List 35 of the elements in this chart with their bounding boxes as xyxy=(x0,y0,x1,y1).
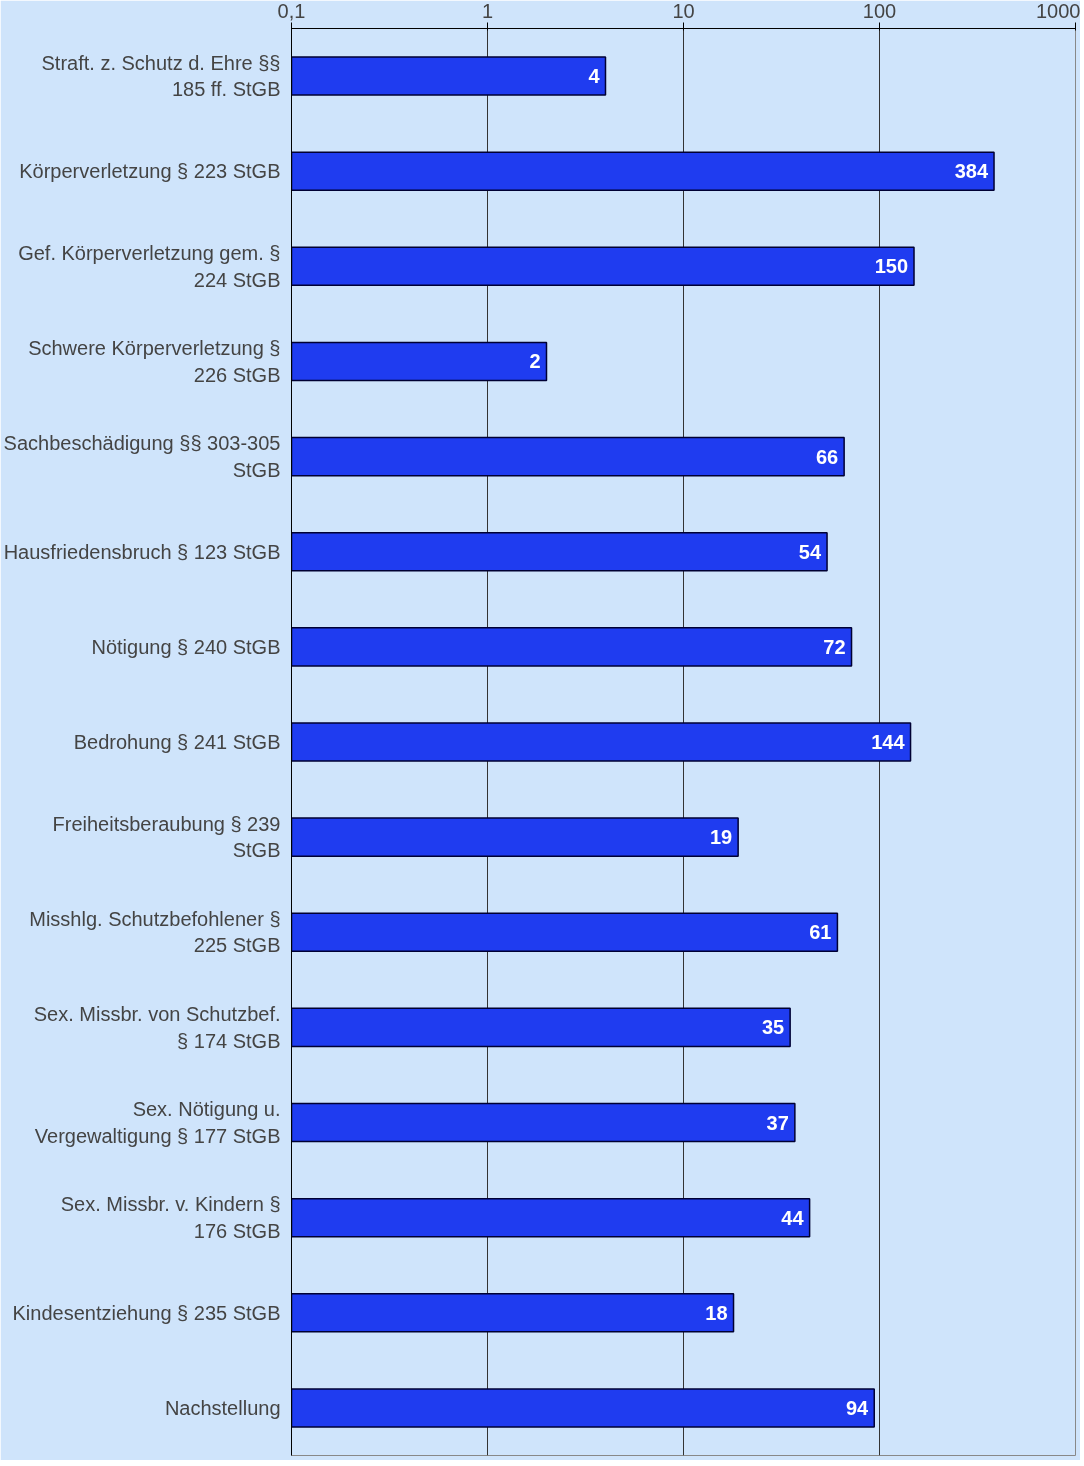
y-tick-label: Sex. Missbr. v. Kindern § 176 StGB xyxy=(60,1193,281,1242)
data-label: 44 xyxy=(781,1206,805,1229)
y-tick-label: Nötigung § 240 StGB xyxy=(91,635,281,658)
y-tick-label: Straft. z. Schutz d. Ehre §§ 185 ff. StGB xyxy=(41,51,281,101)
y-tick-label: Sachbeschädigung §§ 303-305 StGB xyxy=(3,432,281,481)
y-tick-label: Hausfriedensbruch § 123 StGB xyxy=(3,540,281,563)
data-label: 72 xyxy=(823,635,846,658)
data-label: 37 xyxy=(766,1111,789,1134)
y-tick-label: Gef. Körperverletzung gem. § 224 StGB xyxy=(18,242,281,291)
x-tick-label: 0,1 xyxy=(277,0,306,22)
y-tick-label: Bedrohung § 241 StGB xyxy=(73,731,281,753)
data-label: 150 xyxy=(874,255,909,278)
data-label: 61 xyxy=(809,921,832,944)
x-tick-label: 100 xyxy=(862,0,897,22)
y-tick-label: Sex. Nötigung u. Vergewaltigung § 177 StGB xyxy=(34,1098,281,1147)
y-tick-label: Sex. Missbr. von Schutzbef. § 174 StGB xyxy=(33,1003,281,1052)
data-label: 94 xyxy=(845,1396,870,1419)
data-label: 144 xyxy=(871,731,906,753)
x-tick-label: 1000 xyxy=(1036,0,1081,22)
y-tick-label: Schwere Körperverletzung § 226 StGB xyxy=(28,337,281,386)
y-tick-label: Nachstellung xyxy=(164,1396,281,1419)
y-tick-label: Misshlg. Schutzbefohlener § 225 StGB xyxy=(29,908,281,957)
data-label: 66 xyxy=(815,445,839,468)
data-label: 35 xyxy=(761,1016,785,1039)
x-tick-label: 10 xyxy=(672,0,695,22)
data-label: 54 xyxy=(798,540,822,563)
y-tick-label: Körperverletzung § 223 StGB xyxy=(19,160,281,183)
data-label: 384 xyxy=(954,160,989,183)
data-label: 2 xyxy=(529,350,541,373)
x-tick-label: 1 xyxy=(481,0,494,22)
y-tick-label: Kindesentziehung § 235 StGB xyxy=(12,1301,281,1324)
data-label: 18 xyxy=(705,1301,728,1324)
data-label: 4 xyxy=(588,65,601,88)
y-tick-label: Freiheitsberaubung § 239 StGB xyxy=(52,812,281,862)
data-label: 19 xyxy=(709,826,733,849)
